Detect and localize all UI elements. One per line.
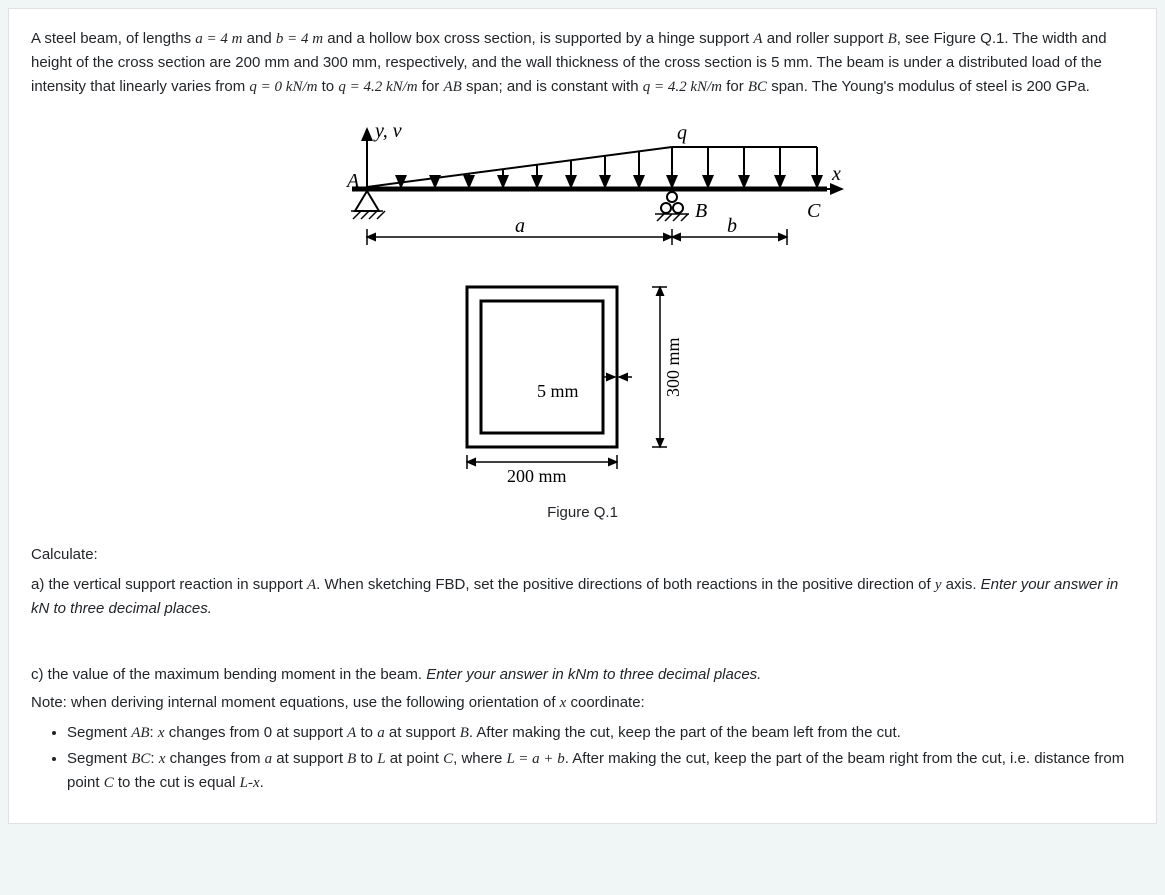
label-B: B <box>695 200 707 222</box>
figure-panel: y, v x <box>313 113 853 533</box>
question-container: A steel beam, of lengths a = 4 m and b =… <box>8 8 1157 824</box>
label-yv: y, v <box>373 120 402 142</box>
label-A: A <box>345 170 360 192</box>
label-b: b <box>727 215 737 237</box>
segment-bc: Segment BC: x changes from a at support … <box>67 747 1134 795</box>
calculate-heading: Calculate: <box>31 543 1134 567</box>
param-a: a = 4 m <box>195 31 242 47</box>
label-q: q <box>677 122 687 144</box>
param-b: b = 4 m <box>276 31 323 47</box>
label-wall: 5 mm <box>537 381 579 401</box>
text: A steel beam, of lengths <box>31 30 195 47</box>
label-a: a <box>515 215 525 237</box>
figure-wrap: y, v x <box>31 113 1134 533</box>
label-height: 300 mm <box>663 337 683 397</box>
part-c: c) the value of the maximum bending mome… <box>31 663 1134 687</box>
part-a: a) the vertical support reaction in supp… <box>31 573 1134 621</box>
instruction: Enter your answer in kNm to three decima… <box>426 666 761 683</box>
label-x: x <box>831 163 841 185</box>
segment-ab: Segment AB: x changes from 0 at support … <box>67 721 1134 745</box>
figure-caption: Figure Q.1 <box>317 501 849 525</box>
note: Note: when deriving internal moment equa… <box>31 691 1134 715</box>
label-width: 200 mm <box>507 466 567 486</box>
beam-diagram: y, v x <box>317 117 857 487</box>
segment-list: Segment AB: x changes from 0 at support … <box>67 721 1134 795</box>
label-C: C <box>807 200 821 222</box>
problem-statement: A steel beam, of lengths a = 4 m and b =… <box>31 27 1134 99</box>
